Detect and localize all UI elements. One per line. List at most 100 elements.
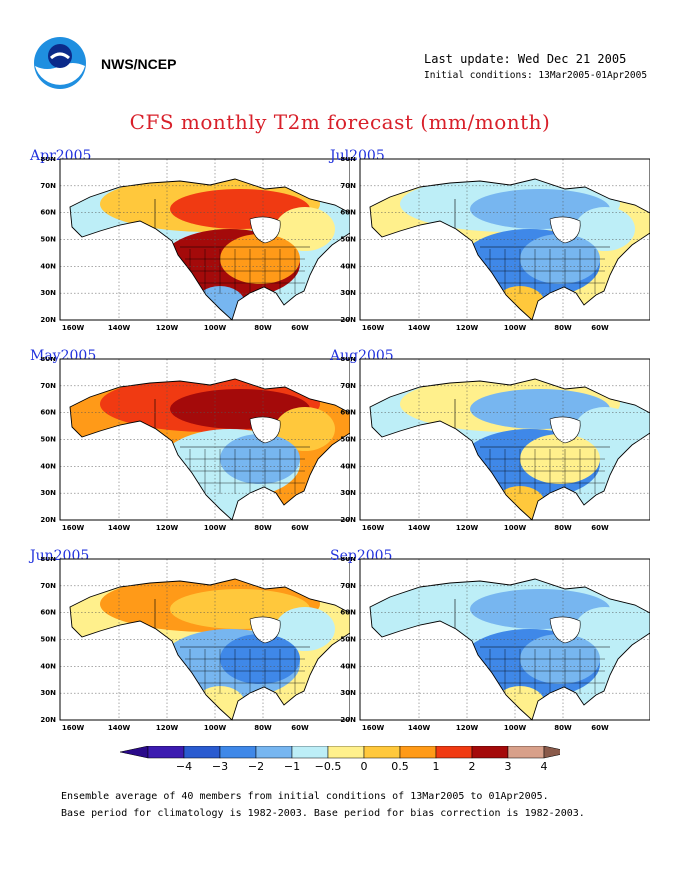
lat-tick-label: 60N [340,609,356,617]
lon-tick-label: 80W [554,324,572,332]
forecast-map: 80N 70N 60N 50N 40N 30N 20N 160W 140W 120W 100W 80W… [40,357,350,532]
lon-tick-label: 140W [108,724,131,732]
lon-tick-label: 120W [156,324,179,332]
lat-tick-label: 60N [340,209,356,217]
lon-tick-label: 160W [62,724,85,732]
noaa-logo-icon [34,37,86,89]
colorbar-tick-label: 4 [541,760,548,773]
footer-note-1: Ensemble average of 40 members from init… [61,791,549,802]
lon-tick-label: 60W [291,724,309,732]
lon-tick-label: 120W [456,324,479,332]
lat-tick-label: 60N [40,609,56,617]
map-panel-apr: Apr2005 80N 70N 60N 50N 40N 30N 20N 160W 140W 120… [30,148,350,347]
lat-tick-label: 40N [40,262,56,270]
colorbar-tick-label: 1 [433,760,440,773]
colorbar-tick-label: 2 [469,760,476,773]
agency-name: NWS/NCEP [101,56,177,72]
colorbar-arrow-high [543,746,560,759]
lat-tick-label: 70N [340,582,356,590]
colorbar-tick-label: 3 [505,760,512,773]
forecast-map: 80N 70N 60N 50N 40N 30N 20N 160W 140W 120W 100W 80W… [340,357,650,532]
colorbar-swatch [147,746,185,759]
lat-tick-label: 80N [40,157,56,163]
lat-tick-label: 40N [340,462,356,470]
lon-tick-label: 100W [204,724,227,732]
lat-tick-label: 20N [40,316,56,324]
lat-tick-label: 80N [40,557,56,563]
lon-tick-label: 80W [254,524,272,532]
lon-tick-label: 140W [408,524,431,532]
lat-tick-label: 70N [40,382,56,390]
colorbar-swatch [435,746,473,759]
lat-tick-label: 20N [340,716,356,724]
lon-tick-label: 140W [408,324,431,332]
lat-tick-label: 60N [340,409,356,417]
lon-tick-label: 100W [204,524,227,532]
lon-tick-label: 160W [362,524,385,532]
lon-tick-label: 140W [408,724,431,732]
colorbar-swatch [363,746,401,759]
lat-tick-label: 60N [40,209,56,217]
lat-tick-label: 50N [340,636,356,644]
map-panel-aug: Aug2005 80N 70N 60N 50N 40N 30N 20N 160W 140W 120… [330,348,650,547]
colorbar-tick-label: −4 [176,760,192,773]
colorbar-tick-label: −0.5 [315,760,342,773]
lon-tick-label: 120W [456,724,479,732]
lat-tick-label: 50N [340,436,356,444]
lat-tick-label: 40N [340,262,356,270]
lon-tick-label: 100W [504,724,527,732]
lon-tick-label: 140W [108,324,131,332]
map-panel-jul: Jul2005 80N 70N 60N 50N 40N 30N 20N 160W 140W 120… [330,148,650,347]
lon-tick-label: 60W [591,324,609,332]
lat-tick-label: 80N [340,357,356,363]
lon-tick-label: 80W [554,524,572,532]
lat-tick-label: 70N [340,182,356,190]
lon-tick-label: 160W [62,524,85,532]
colorbar-swatch [255,746,293,759]
colorbar-tick-label: 0 [361,760,368,773]
lon-tick-label: 140W [108,524,131,532]
lat-tick-label: 60N [40,409,56,417]
last-update-text: Last update: Wed Dec 21 2005 [424,52,627,66]
lat-tick-label: 50N [40,236,56,244]
lat-tick-label: 30N [340,289,356,297]
lat-tick-label: 50N [40,636,56,644]
lat-tick-label: 30N [340,489,356,497]
lat-tick-label: 40N [40,462,56,470]
lat-tick-label: 20N [340,316,356,324]
main-title: CFS monthly T2m forecast (mm/month) [129,110,551,134]
lon-tick-label: 80W [254,324,272,332]
lat-tick-label: 70N [40,182,56,190]
colorbar-tick-label: −1 [284,760,300,773]
lon-tick-label: 60W [591,724,609,732]
lat-tick-label: 50N [40,436,56,444]
map-panel-jun: Jun2005 80N 70N 60N 50N 40N 30N 20N 160W 140W 120… [30,548,350,747]
colorbar-swatch [219,746,257,759]
lon-tick-label: 120W [156,724,179,732]
lat-tick-label: 30N [40,689,56,697]
forecast-map: 80N 70N 60N 50N 40N 30N 20N 160W 140W 120W 100W 80W… [40,157,350,332]
colorbar-swatch [291,746,329,759]
lon-tick-label: 100W [504,524,527,532]
lon-tick-label: 160W [362,724,385,732]
lat-tick-label: 30N [340,689,356,697]
colorbar-tick-label: −2 [248,760,264,773]
colorbar-swatch [327,746,365,759]
colorbar-swatch [399,746,437,759]
lon-tick-label: 80W [254,724,272,732]
forecast-map: 80N 70N 60N 50N 40N 30N 20N 160W 140W 120W 100W 80W… [340,557,650,732]
lat-tick-label: 20N [40,716,56,724]
lat-tick-label: 20N [340,516,356,524]
lon-tick-label: 60W [591,524,609,532]
forecast-map: 80N 70N 60N 50N 40N 30N 20N 160W 140W 120W 100W 80W… [40,557,350,732]
colorbar-tick-label: −3 [212,760,228,773]
lat-tick-label: 80N [340,557,356,563]
lon-tick-label: 120W [456,524,479,532]
lat-tick-label: 80N [40,357,56,363]
lon-tick-label: 120W [156,524,179,532]
map-panel-may: May2005 80N 70N 60N 50N 40N 30N 20N 160W 140W 120… [30,348,350,547]
footer-note-2: Base period for climatology is 1982-2003… [61,808,585,819]
lon-tick-label: 160W [62,324,85,332]
lat-tick-label: 70N [340,382,356,390]
lon-tick-label: 100W [504,324,527,332]
